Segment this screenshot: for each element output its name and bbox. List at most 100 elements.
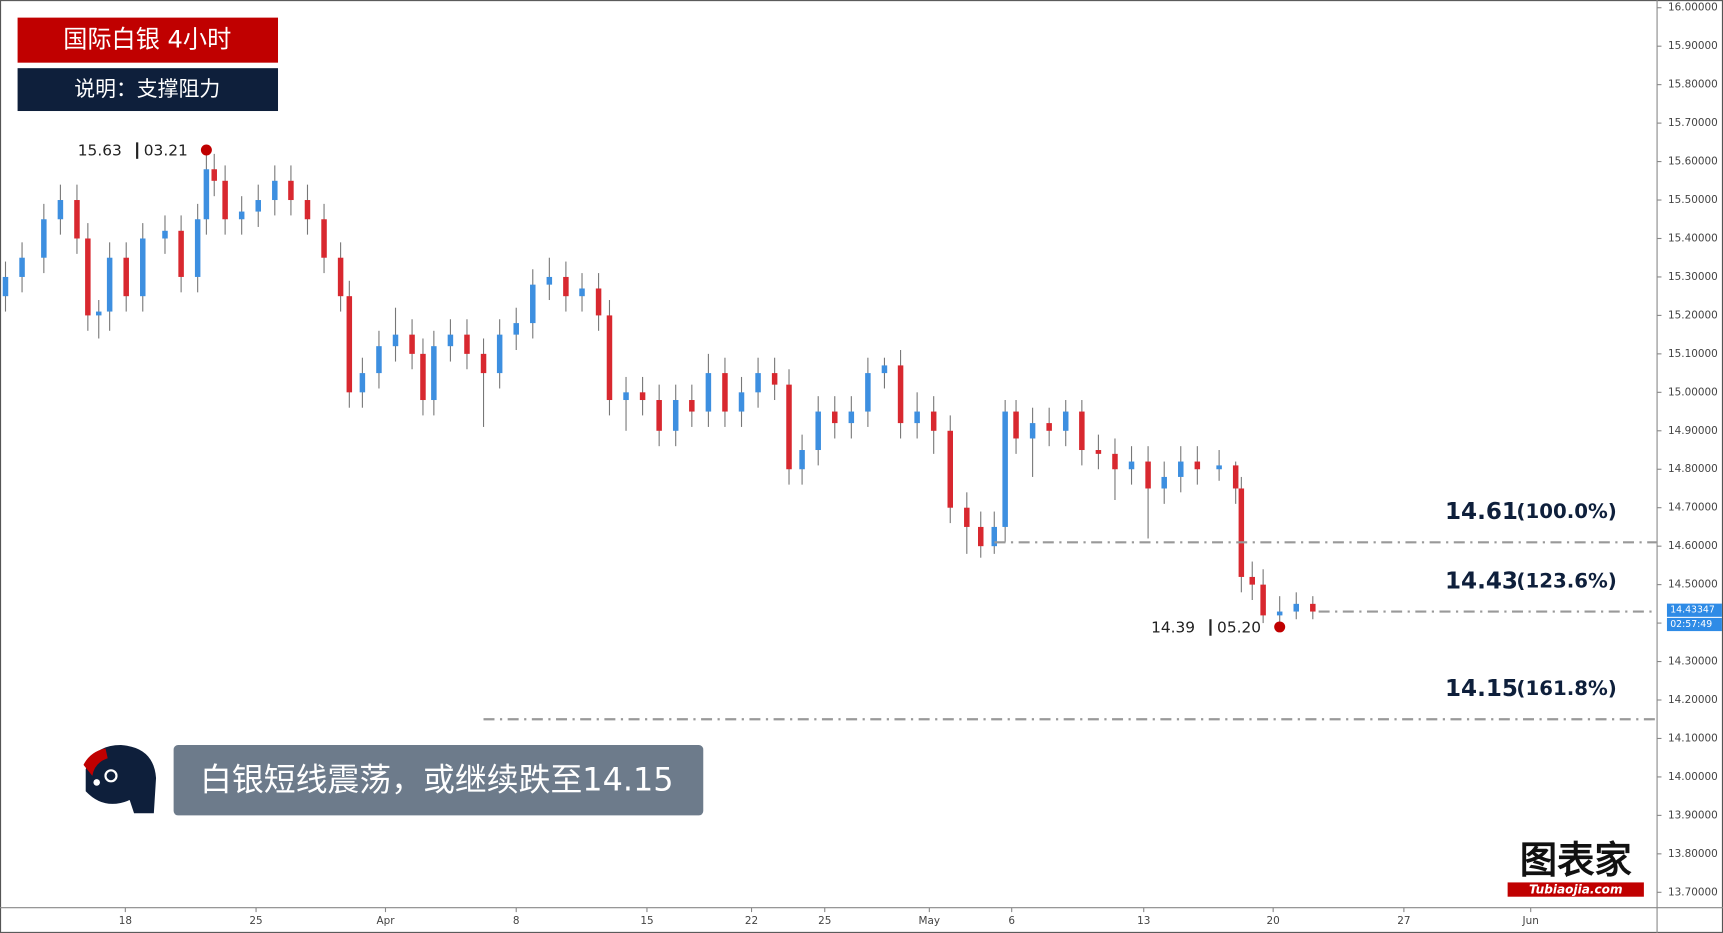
candle-body [255, 200, 261, 212]
candle-body [1276, 611, 1283, 616]
x-tick-label: 8 [513, 915, 520, 927]
x-tick-label: 27 [1397, 915, 1410, 927]
logo: 图表家 Tubiaojia.com [1507, 838, 1644, 897]
candle-body [689, 400, 695, 412]
candle-body [2, 276, 9, 297]
candle-body [1128, 461, 1135, 470]
candle-body [272, 180, 278, 201]
candle-body [705, 373, 712, 412]
candle-body [392, 334, 399, 347]
y-tick-label: 16.00000 [1668, 2, 1718, 14]
candle-body [123, 257, 129, 297]
candle-body [623, 392, 629, 401]
candle-body [480, 353, 487, 374]
y-tick-label: 14.60000 [1668, 540, 1718, 552]
candle-body [1112, 453, 1118, 470]
candle-body [162, 230, 168, 239]
candle-body [1260, 584, 1266, 616]
candle-body [19, 257, 25, 277]
candle-body [1029, 423, 1036, 439]
candle-body [897, 365, 904, 424]
candle-body [496, 334, 503, 374]
y-tick-label: 13.70000 [1668, 886, 1718, 898]
candle-body [930, 411, 937, 431]
subtitle: 说明：支撑阻力 [74, 77, 220, 101]
candle-body [1046, 423, 1052, 431]
candle-body [222, 180, 228, 220]
title: 国际白银 4小时 [63, 26, 231, 54]
x-tick-label: 25 [818, 915, 831, 927]
candle-body [346, 296, 353, 393]
countdown-value: 02:57:49 [1670, 619, 1712, 630]
x-tick-label: May [919, 915, 941, 927]
x-tick-label: 13 [1137, 915, 1150, 927]
candle-body [420, 353, 426, 401]
candle-body [106, 257, 113, 312]
countdown-tag [1666, 617, 1722, 632]
level-label: (161.8%) [1516, 677, 1616, 700]
candle-body [1310, 603, 1316, 612]
level-value: 14.15 [1445, 676, 1518, 702]
candle-body [447, 334, 454, 347]
caption: 白银短线震荡，或继续跌至14.15 [200, 760, 674, 798]
extreme-marker [1274, 621, 1286, 633]
candle-body [41, 219, 47, 258]
candle-body [978, 526, 984, 547]
price-tag [1666, 603, 1722, 617]
candle-body [530, 284, 536, 324]
y-tick-label: 15.90000 [1668, 40, 1718, 52]
x-tick-label: 18 [119, 915, 132, 927]
candle-body [1249, 576, 1255, 585]
y-tick-label: 15.70000 [1668, 117, 1718, 129]
y-tick-label: 14.90000 [1668, 425, 1718, 437]
subtitle-box [17, 68, 279, 112]
y-tick-label: 15.20000 [1668, 309, 1718, 321]
candle-body [376, 346, 382, 374]
candle-body [1293, 603, 1299, 612]
candle-body [1002, 411, 1008, 527]
y-tick-label: 14.50000 [1668, 579, 1718, 591]
caption-box [173, 745, 704, 816]
level-label: (100.0%) [1516, 500, 1616, 523]
candle-body [1178, 461, 1184, 477]
candle-body [238, 211, 245, 220]
candle-body [881, 365, 888, 374]
y-tick-label: 15.40000 [1668, 232, 1718, 244]
candle-body [595, 288, 602, 316]
candle-body [563, 276, 569, 297]
candle-body [464, 334, 470, 354]
candle-body [672, 400, 679, 431]
candle-body [288, 180, 294, 201]
title-box [17, 17, 279, 63]
extreme-value: 15.63 [78, 142, 122, 160]
y-tick-label: 14.30000 [1668, 656, 1718, 668]
y-tick-label: 14.20000 [1668, 694, 1718, 706]
candle-body [771, 373, 778, 385]
price-tag-value: 14.43347 [1670, 605, 1715, 616]
candle-body [409, 334, 415, 354]
candle-body [639, 392, 646, 401]
candle-body [74, 200, 80, 239]
y-tick-label: 15.10000 [1668, 348, 1718, 360]
candle-body [964, 507, 970, 527]
candle-body [606, 315, 613, 401]
extreme-marker [200, 144, 212, 156]
extreme-date: 03.21 [144, 142, 188, 160]
x-tick-label: 25 [249, 915, 262, 927]
y-tick-label: 14.00000 [1668, 771, 1718, 783]
candle-body [85, 238, 91, 316]
y-tick-label: 15.30000 [1668, 271, 1718, 283]
extreme-value: 14.39 [1151, 619, 1195, 637]
x-tick-label: 20 [1267, 915, 1280, 927]
candle-body [738, 392, 745, 412]
candle-body [1194, 461, 1201, 470]
candle-body [1216, 465, 1222, 470]
candle-body [755, 373, 761, 393]
candle-body [1079, 411, 1085, 451]
candle-body [579, 288, 585, 297]
x-tick-label: 22 [745, 915, 758, 927]
y-tick-label: 15.60000 [1668, 156, 1718, 168]
logo-name: 图表家 [1520, 838, 1633, 882]
